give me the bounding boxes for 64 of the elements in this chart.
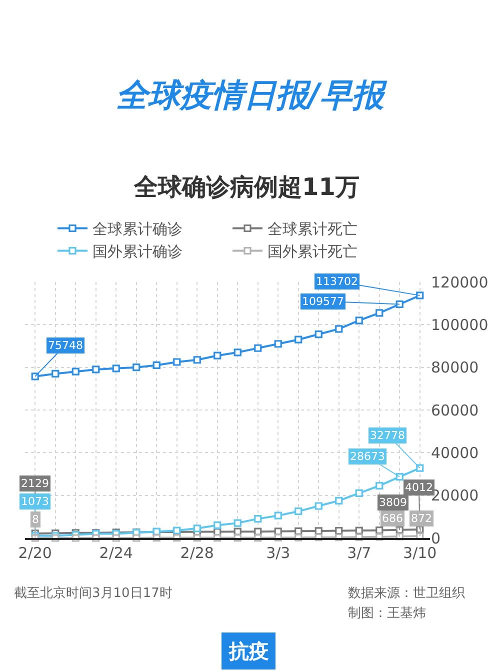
data-label: 872 (411, 512, 432, 525)
y-tick-label: 20000 (431, 486, 479, 505)
legend-label: 全球累计死亡 (268, 220, 358, 238)
x-tick-label: 2/28 (180, 544, 214, 562)
data-label: 1073 (21, 495, 49, 508)
y-tick-label: 80000 (431, 358, 479, 377)
data-label: 2129 (21, 477, 49, 490)
y-tick-label: 40000 (431, 444, 479, 462)
point (214, 352, 222, 360)
y-tick-label: 120000 (431, 273, 488, 292)
x-tick-label: 2/20 (18, 544, 52, 562)
data-label: 109577 (302, 295, 344, 308)
point (335, 325, 343, 333)
point (234, 348, 242, 356)
x-tick-label: 3/3 (266, 544, 290, 562)
text: 抗疫 (228, 639, 269, 663)
data-label: 686 (382, 512, 403, 525)
y-tick-label: 60000 (431, 401, 479, 420)
point (254, 344, 262, 352)
data-label: 4012 (405, 481, 433, 494)
point (416, 292, 424, 300)
source-note: 数据来源：世卫组织 (348, 586, 465, 601)
point (376, 309, 384, 317)
data-label: 28673 (350, 450, 385, 463)
point (92, 366, 100, 374)
point (274, 512, 282, 520)
point (274, 340, 282, 348)
point (234, 519, 242, 527)
legend-label: 国外累计确诊 (92, 242, 182, 261)
data-label: 75748 (48, 339, 83, 352)
data-label: 8 (32, 513, 39, 526)
point (396, 300, 404, 308)
point (173, 358, 181, 366)
point (294, 508, 302, 516)
data-label: 32778 (370, 429, 405, 442)
point (314, 330, 322, 338)
point (294, 336, 302, 344)
point (112, 364, 120, 372)
chart-title: 全球疫情日报/早报 (116, 76, 388, 114)
y-tick-label: 100000 (431, 316, 488, 334)
point (314, 502, 322, 510)
x-tick-label: 2/24 (99, 544, 133, 562)
point (193, 356, 201, 364)
point (355, 526, 363, 534)
point (72, 368, 80, 376)
point (376, 482, 384, 490)
x-tick-label: 3/7 (347, 544, 372, 562)
data-label: 3809 (379, 496, 407, 509)
point (254, 515, 262, 523)
legend-label: 全球累计确诊 (92, 220, 182, 238)
point (193, 524, 201, 532)
point (335, 496, 343, 504)
point (152, 361, 160, 369)
text: 制图：王基炜 (348, 606, 426, 621)
text: 截至北京时间3月10日17时 (14, 586, 172, 601)
data-label: 113702 (316, 275, 358, 288)
legend-label: 国外累计死亡 (268, 242, 358, 261)
point (355, 489, 363, 497)
point (132, 364, 140, 372)
chart-subtitle: 全球确诊病例超11万 (133, 173, 360, 201)
point (214, 521, 222, 529)
point (355, 316, 363, 324)
point (396, 473, 404, 481)
point (52, 370, 60, 378)
